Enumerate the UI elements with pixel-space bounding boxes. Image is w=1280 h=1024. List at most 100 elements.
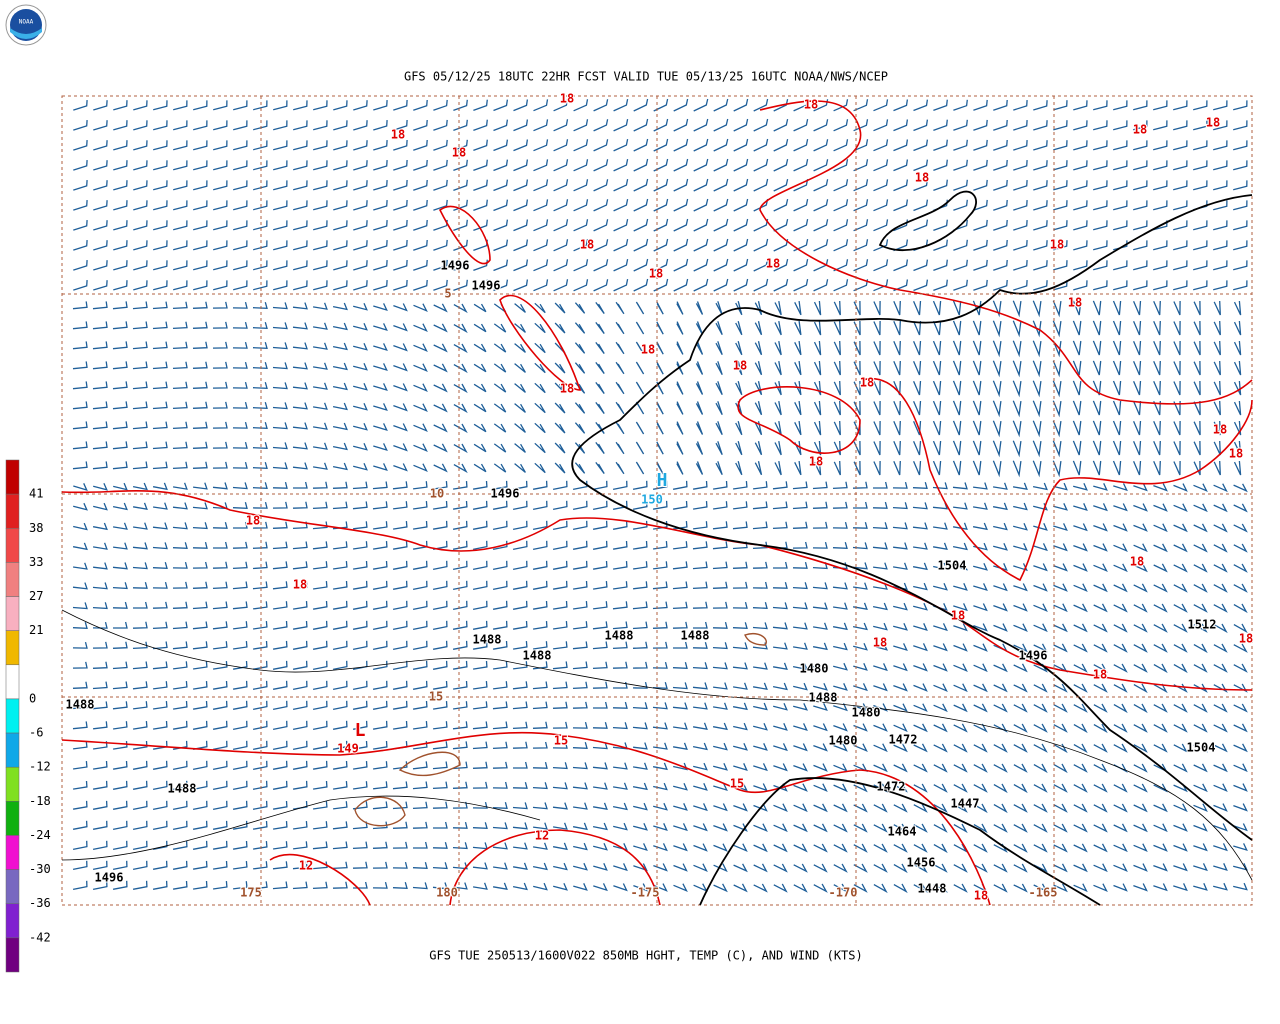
wind-barb (1213, 360, 1221, 376)
wind-barb (613, 278, 629, 292)
wind-barb (833, 340, 841, 356)
wind-barb (112, 522, 128, 530)
wind-barb (813, 883, 828, 893)
wind-barb (953, 502, 968, 510)
wind-barb (373, 260, 388, 271)
wind-barb (552, 842, 568, 851)
wind-barb (173, 180, 188, 191)
wind-barb (973, 623, 988, 632)
wind-barb (713, 238, 729, 252)
wind-barb (753, 743, 768, 751)
wind-barb (232, 561, 248, 570)
wind-barb (413, 119, 428, 131)
wind-barb (192, 301, 208, 309)
wind-barb (433, 199, 448, 211)
wind-barb (993, 863, 1008, 873)
wind-barb (673, 278, 689, 292)
wind-barb (513, 199, 529, 212)
wind-barb (733, 178, 749, 192)
wind-barb (812, 541, 828, 549)
wind-barb (794, 321, 802, 336)
wind-barb (1173, 160, 1188, 171)
wind-barb (833, 883, 848, 893)
wind-barb (832, 501, 848, 509)
wind-barb (372, 481, 388, 490)
wind-barb (292, 541, 308, 550)
wind-barb (432, 781, 448, 790)
wind-barb (893, 360, 901, 376)
wind-barb (312, 442, 328, 450)
wind-barb (73, 280, 88, 291)
wind-barb (933, 703, 948, 713)
wind-barb (512, 560, 528, 571)
wind-barb (513, 99, 529, 112)
wind-barb (913, 582, 928, 591)
contour-label: 12 (299, 859, 313, 873)
wind-barb (373, 781, 388, 790)
wind-barb (132, 621, 148, 629)
wind-barb (552, 721, 568, 729)
wind-barb (452, 620, 468, 630)
wind-barb (1153, 420, 1161, 436)
wind-barb (392, 580, 408, 590)
wind-barb (993, 99, 1008, 111)
wind-barb (492, 701, 508, 710)
wind-barb (493, 179, 509, 192)
wind-barb (152, 860, 168, 870)
wind-barb (1233, 483, 1248, 493)
wind-barb (993, 583, 1008, 592)
height-contour (61, 609, 1253, 881)
wind-barb (1052, 460, 1062, 478)
wind-barb (673, 218, 689, 232)
wind-barb (453, 259, 468, 272)
wind-barb (673, 118, 689, 132)
wind-barb (1133, 180, 1148, 191)
wind-barb (893, 683, 908, 692)
colorbar-label: 27 (29, 589, 43, 603)
wind-barb (392, 801, 408, 810)
wind-barb (173, 681, 188, 690)
wind-barb (273, 180, 288, 191)
wind-barb (313, 260, 328, 271)
wind-barb (152, 581, 168, 589)
wind-barb (532, 520, 548, 531)
wind-barb (132, 502, 148, 511)
wind-barb (715, 421, 723, 436)
wind-barb (233, 621, 248, 630)
wind-barb (794, 461, 802, 476)
wind-barb (653, 178, 669, 192)
wind-barb (753, 803, 768, 812)
wind-barb (152, 840, 168, 851)
contour-label: 1488 (809, 691, 838, 705)
wind-barb (514, 403, 526, 413)
wind-barb (1153, 503, 1168, 512)
wind-barb (973, 663, 988, 673)
wind-barb (93, 562, 108, 570)
wind-barb (873, 179, 889, 192)
wind-barb (1193, 763, 1208, 773)
wind-barb (592, 621, 608, 630)
wind-barb (152, 780, 168, 791)
contour-label: 18 (1206, 116, 1220, 130)
wind-barb (672, 480, 688, 490)
wind-barb (292, 740, 308, 751)
wind-barb (973, 723, 988, 733)
wind-barb (413, 303, 428, 312)
wind-barb (993, 823, 1008, 833)
wind-barb (1013, 220, 1028, 231)
wind-barb (173, 120, 188, 131)
wind-barb (553, 239, 569, 252)
wind-barb (272, 382, 288, 390)
wind-barb (473, 159, 488, 172)
wind-barb (1233, 300, 1242, 316)
wind-barb (1173, 280, 1188, 291)
wind-barb (672, 702, 688, 710)
wind-barb (453, 139, 468, 152)
wind-barb (813, 863, 828, 873)
wind-barb (913, 199, 929, 212)
wind-barb (472, 560, 488, 571)
wind-barb (813, 179, 829, 192)
wind-barb (1013, 522, 1028, 531)
wind-barb (552, 661, 568, 670)
